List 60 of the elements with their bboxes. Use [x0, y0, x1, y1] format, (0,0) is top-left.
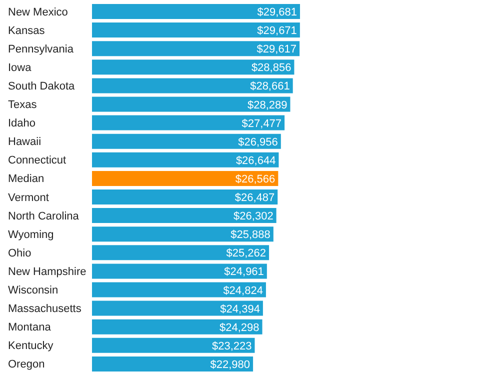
bar — [92, 245, 270, 260]
data-label: $25,888 — [230, 229, 270, 242]
y-tick-label: South Dakota — [8, 80, 76, 92]
data-label: $24,824 — [223, 284, 263, 297]
data-label: $24,394 — [220, 303, 260, 316]
data-label: $23,223 — [212, 340, 252, 352]
data-label: $26,566 — [235, 173, 276, 186]
y-tick-label: New Mexico — [8, 6, 68, 18]
data-label: $24,961 — [224, 266, 264, 278]
data-label: $24,298 — [220, 322, 260, 334]
y-tick-label: Texas — [8, 99, 38, 112]
y-tick-label: New Hampshire — [8, 266, 86, 278]
bar — [92, 152, 279, 168]
bar — [92, 96, 290, 112]
data-label: $26,302 — [234, 210, 274, 223]
y-tick-label: Ohio — [8, 247, 32, 260]
bar — [92, 190, 278, 204]
bar — [92, 300, 263, 316]
bar — [92, 170, 278, 186]
data-label: $28,661 — [250, 80, 290, 93]
bar — [92, 4, 300, 19]
data-label: $28,289 — [247, 99, 288, 112]
bar — [92, 115, 285, 130]
y-tick-label: Idaho — [8, 118, 36, 130]
y-tick-label: Massachusetts — [8, 303, 82, 316]
bar — [92, 41, 300, 56]
y-tick-label: Hawaii — [8, 136, 42, 148]
y-tick-label: Oregon — [8, 358, 45, 371]
bar — [92, 60, 294, 75]
bar — [92, 78, 293, 94]
y-tick-label: Median — [8, 173, 44, 186]
y-tick-label: Wisconsin — [8, 284, 58, 297]
bar — [92, 338, 255, 353]
data-label: $26,956 — [238, 136, 278, 148]
data-label: $26,487 — [234, 192, 275, 204]
data-label: $29,681 — [257, 6, 297, 18]
data-label: $27,477 — [242, 118, 282, 130]
data-label: $29,617 — [256, 44, 297, 56]
data-label: $22,980 — [210, 358, 250, 371]
y-tick-label: Kentucky — [8, 340, 54, 352]
bar — [92, 264, 267, 279]
y-tick-label: Wyoming — [8, 228, 54, 241]
bar — [92, 319, 262, 334]
data-label: $26,644 — [236, 154, 276, 167]
bar — [92, 282, 266, 298]
y-tick-label: Kansas — [8, 24, 46, 37]
bar — [92, 208, 276, 224]
bar — [92, 226, 274, 242]
y-tick-label: Pennsylvania — [8, 43, 74, 56]
y-tick-label: North Carolina — [8, 210, 80, 222]
data-label: $28,856 — [251, 62, 292, 74]
data-label: $25,262 — [226, 248, 266, 260]
y-tick-label: Connecticut — [8, 154, 66, 167]
bar — [92, 356, 254, 372]
bar — [92, 22, 300, 38]
data-label: $29,671 — [257, 25, 297, 38]
y-tick-label: Iowa — [8, 62, 32, 74]
y-tick-label: Vermont — [8, 192, 49, 204]
y-tick-label: Montana — [8, 322, 52, 334]
bar — [92, 134, 281, 149]
